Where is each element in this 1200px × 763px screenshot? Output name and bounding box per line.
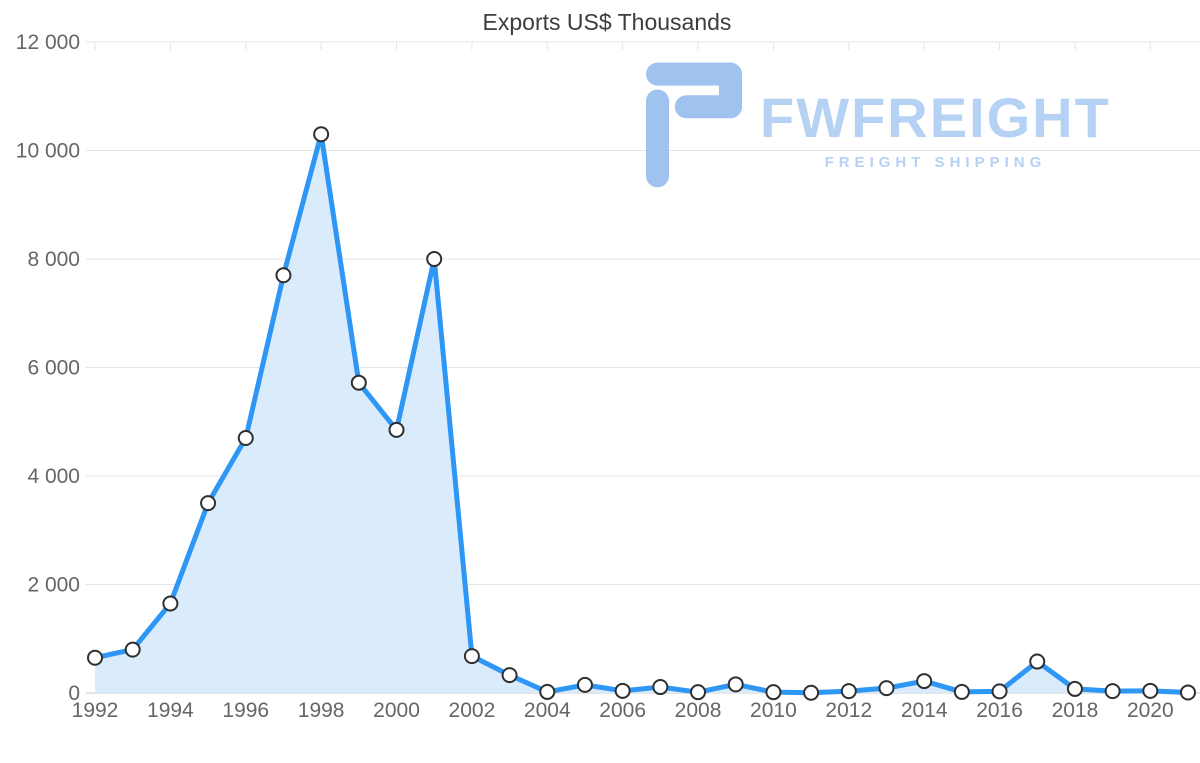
- data-point-marker[interactable]: [991, 683, 1008, 700]
- data-point-marker[interactable]: [727, 676, 744, 693]
- series-layer: [87, 126, 1196, 701]
- data-point-marker[interactable]: [1104, 683, 1121, 700]
- data-point-marker[interactable]: [916, 673, 933, 690]
- data-point-marker[interactable]: [275, 267, 292, 284]
- x-axis-label: 2010: [750, 699, 797, 722]
- x-axis-label: 2002: [449, 699, 496, 722]
- data-point-marker[interactable]: [200, 495, 217, 512]
- y-axis-label: 6 000: [27, 357, 80, 380]
- data-point-marker[interactable]: [803, 684, 820, 701]
- data-point-marker[interactable]: [1029, 653, 1046, 670]
- x-axis-label: 2016: [976, 699, 1023, 722]
- data-point-marker[interactable]: [313, 126, 330, 143]
- x-axis-label: 2014: [901, 699, 948, 722]
- data-point-marker[interactable]: [690, 684, 707, 701]
- y-axis-label: 0: [68, 682, 80, 705]
- data-point-marker[interactable]: [124, 641, 141, 658]
- data-point-marker[interactable]: [840, 683, 857, 700]
- data-point-marker[interactable]: [162, 595, 179, 612]
- data-point-marker[interactable]: [463, 648, 480, 665]
- x-axis-label: 1998: [298, 699, 345, 722]
- data-point-marker[interactable]: [1142, 682, 1159, 699]
- data-point-marker[interactable]: [576, 676, 593, 693]
- area-fill: [95, 134, 1188, 694]
- x-axis-label: 2008: [675, 699, 722, 722]
- x-axis-label: 2020: [1127, 699, 1174, 722]
- x-axis-label: 1996: [222, 699, 269, 722]
- y-axis-label: 8 000: [27, 248, 80, 271]
- data-point-marker[interactable]: [501, 667, 518, 684]
- data-point-marker[interactable]: [426, 251, 443, 267]
- data-point-marker[interactable]: [1180, 684, 1196, 701]
- data-point-marker[interactable]: [539, 683, 556, 700]
- y-axis-label: 12 000: [16, 31, 80, 54]
- data-point-marker[interactable]: [237, 430, 254, 447]
- data-point-marker[interactable]: [350, 374, 367, 391]
- data-point-marker[interactable]: [765, 684, 782, 701]
- data-point-marker[interactable]: [652, 679, 669, 696]
- x-axis-label: 2012: [825, 699, 872, 722]
- data-point-marker[interactable]: [878, 680, 895, 697]
- y-axis-label: 2 000: [27, 574, 80, 597]
- x-axis-label: 1994: [147, 699, 194, 722]
- chart-title: Exports US$ Thousands: [483, 9, 732, 35]
- data-point-marker[interactable]: [1066, 680, 1083, 697]
- y-axis-label: 10 000: [16, 140, 80, 163]
- data-point-marker[interactable]: [614, 682, 631, 699]
- axis-labels: 0 2 000 4 000 6 000 8 000 10 000 12 000 1992 199…: [16, 31, 1174, 722]
- data-point-marker[interactable]: [388, 421, 405, 438]
- y-axis-label: 4 000: [27, 465, 80, 488]
- data-point-marker[interactable]: [953, 683, 970, 700]
- x-axis-label: 1992: [72, 699, 119, 722]
- x-axis-label: 2000: [373, 699, 420, 722]
- x-axis-label: 2018: [1052, 699, 1099, 722]
- data-point-marker[interactable]: [87, 649, 103, 666]
- series-line: [92, 131, 1191, 696]
- x-axis-label: 2006: [599, 699, 646, 722]
- x-axis-label: 2004: [524, 699, 571, 722]
